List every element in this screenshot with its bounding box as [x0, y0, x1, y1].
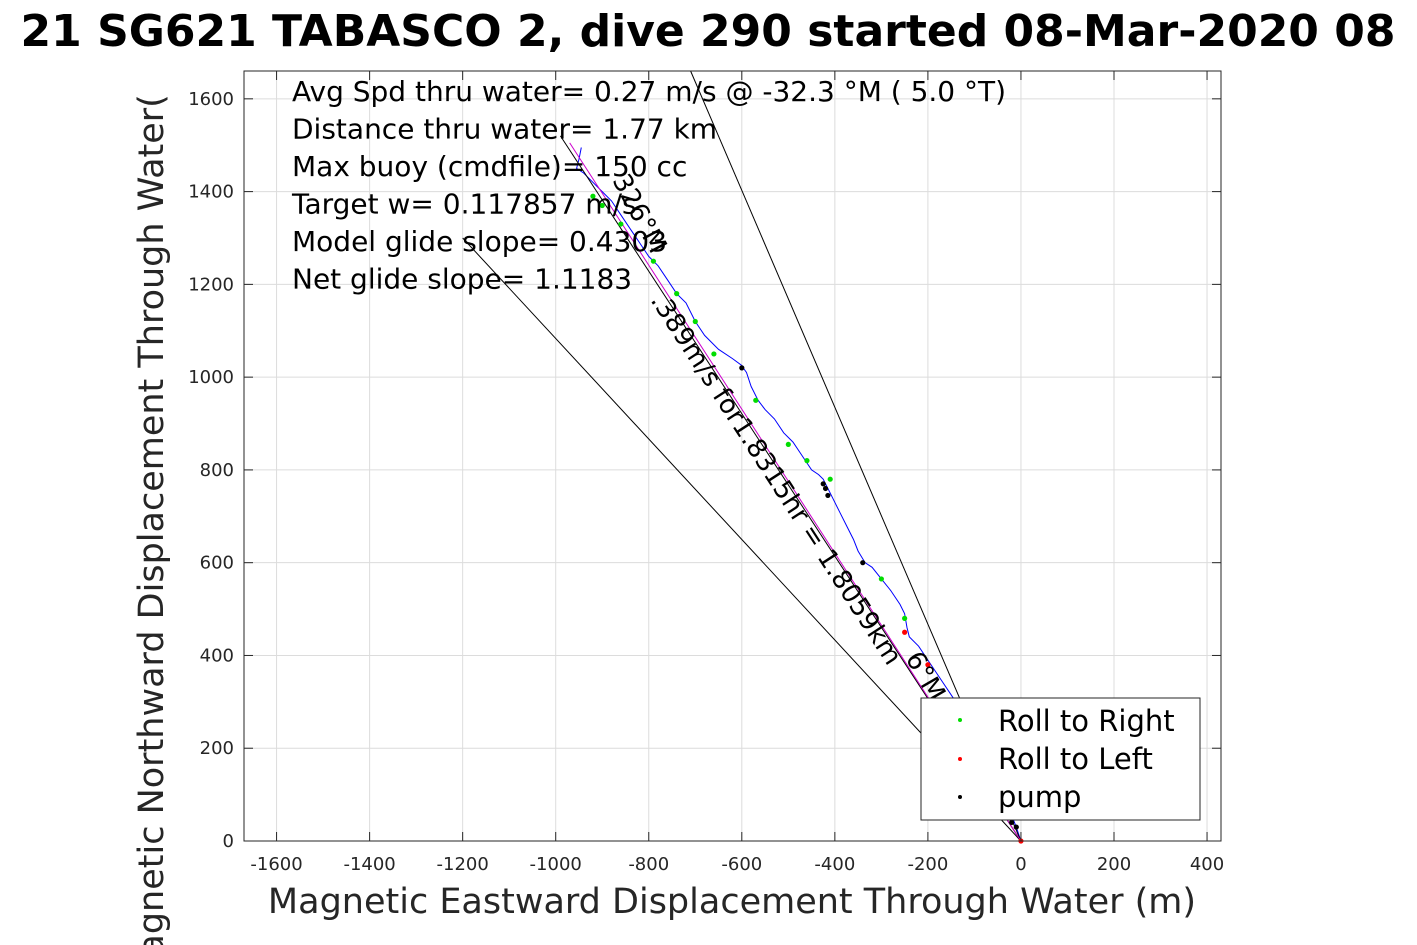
marker-roll-to-left: [925, 662, 931, 668]
x-tick-label: -1600: [250, 854, 302, 875]
annotation-block: Avg Spd thru water= 0.27 m/s @ -32.3 °M …: [291, 75, 1006, 296]
x-axis-label: Magnetic Eastward Displacement Through W…: [268, 882, 1196, 922]
legend-label-roll-right: Roll to Right: [998, 704, 1175, 738]
marker-roll-to-right: [753, 397, 759, 403]
marker-roll-to-right: [618, 221, 624, 227]
y-tick-label: 1200: [188, 274, 234, 295]
x-tick-label: -1400: [343, 854, 395, 875]
x-tick-label: -1200: [437, 854, 489, 875]
chart-title: 21 SG621 TABASCO 2, dive 290 started 08-…: [21, 6, 1396, 57]
y-tick-label: 400: [200, 645, 234, 666]
legend-label-roll-left: Roll to Left: [998, 742, 1153, 776]
y-axis-label: Magnetic Northward Displacement Through …: [132, 94, 172, 945]
marker-roll-to-right: [902, 615, 908, 621]
marker-roll-to-right: [878, 576, 884, 582]
x-tick-label: -600: [721, 854, 762, 875]
y-tick-label: 200: [200, 738, 234, 759]
legend-marker-pump: [958, 795, 962, 799]
x-tick-label: -200: [907, 854, 948, 875]
marker-pump: [860, 560, 866, 566]
marker-roll-to-right: [590, 193, 596, 199]
axis-ticks: -1600 -1400 -1200 -1000 -800 -600 -400 -200 0 200…: [188, 71, 1224, 875]
x-tick-label: 0: [1015, 854, 1026, 875]
y-tick-label: 1400: [188, 182, 234, 203]
x-tick-label: -400: [814, 854, 855, 875]
marker-roll-to-right: [599, 202, 605, 209]
y-tick-label: 600: [200, 553, 234, 574]
x-tick-label: -1000: [530, 854, 582, 875]
annotation-line: Max buoy (cmdfile)= 150 cc: [292, 150, 687, 183]
annotation-line: Model glide slope= 0.4303: [292, 225, 667, 258]
marker-pump: [820, 481, 826, 487]
legend-label-pump: pump: [998, 780, 1081, 814]
marker-pump: [825, 492, 831, 499]
legend: Roll to Right Roll to Left pump: [920, 697, 1201, 821]
annotation-line: Distance thru water= 1.77 km: [292, 113, 717, 146]
y-tick-label: 0: [223, 831, 234, 852]
marker-pump: [1013, 824, 1019, 830]
x-tick-label: 200: [1097, 854, 1131, 875]
x-tick-label: -800: [628, 854, 669, 875]
x-tick-label: 400: [1190, 854, 1224, 875]
annotation-line: Net glide slope= 1.1183: [292, 263, 632, 296]
marker-pump: [1009, 819, 1015, 826]
legend-box: [920, 697, 1201, 821]
track-series: [576, 147, 1022, 842]
marker-pump: [822, 485, 829, 492]
plot-frame: [243, 70, 1222, 842]
marker-roll-to-right: [785, 441, 791, 448]
y-tick-label: 1600: [188, 89, 234, 110]
marker-pump: [739, 365, 745, 371]
y-tick-label: 800: [200, 460, 234, 481]
marker-roll-to-right: [827, 476, 833, 482]
marker-roll-to-right: [650, 258, 657, 264]
marker-roll-to-right: [711, 351, 717, 357]
marker-roll-to-right: [692, 318, 698, 325]
legend-marker-roll-right: [958, 718, 962, 722]
y-tick-label: 1000: [188, 367, 234, 388]
marker-roll-to-right: [804, 458, 810, 464]
marker-roll-to-right: [674, 291, 680, 297]
marker-roll-to-left: [902, 629, 908, 635]
legend-marker-roll-left: [958, 757, 962, 761]
line-label: .389m/s for1.8315hr = 1.8059km: [644, 287, 907, 670]
annotation-line: Target w= 0.117857 m/s: [291, 188, 637, 221]
annotation-line: Avg Spd thru water= 0.27 m/s @ -32.3 °M …: [292, 75, 1006, 108]
